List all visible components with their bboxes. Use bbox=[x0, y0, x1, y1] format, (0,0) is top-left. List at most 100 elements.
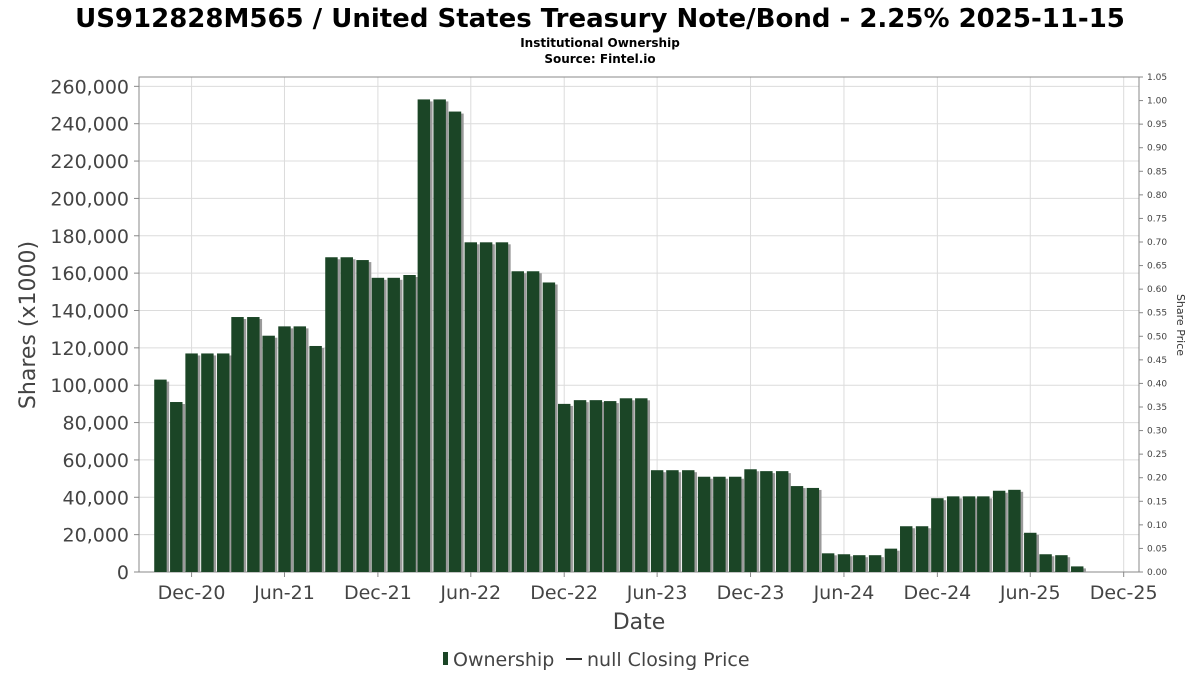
x-tick-label: Dec-22 bbox=[530, 582, 598, 604]
bar bbox=[170, 402, 183, 572]
y-tick-label: 260,000 bbox=[50, 76, 129, 98]
bar bbox=[433, 99, 446, 572]
chart-title: US912828M565 / United States Treasury No… bbox=[75, 4, 1125, 34]
bar bbox=[682, 470, 695, 572]
x-tick-label: Dec-24 bbox=[903, 582, 971, 604]
x-tick-label: Jun-23 bbox=[626, 582, 688, 604]
bar bbox=[697, 476, 711, 572]
legend-label-price: null Closing Price bbox=[587, 649, 750, 671]
y-tick-label: 120,000 bbox=[50, 338, 129, 360]
bar bbox=[542, 282, 556, 572]
bar bbox=[340, 257, 353, 572]
y-tick-label: 80,000 bbox=[63, 413, 129, 435]
bar bbox=[201, 353, 214, 572]
bar bbox=[775, 471, 789, 572]
bar-series-ownership bbox=[154, 99, 1086, 572]
y2-tick-label: 0.25 bbox=[1147, 450, 1167, 460]
bar bbox=[900, 526, 913, 572]
bar bbox=[744, 469, 757, 572]
bar bbox=[278, 326, 291, 572]
legend-label-ownership: Ownership bbox=[453, 649, 554, 671]
y2-tick-label: 0.95 bbox=[1147, 120, 1167, 130]
bar bbox=[325, 257, 338, 572]
y-tick-label: 20,000 bbox=[63, 525, 129, 547]
x-axis-label: Date bbox=[613, 610, 666, 635]
y-axis-right: 0.00 0.05 0.10 0.15 0.20 0.25 0.30 0.35 0.40 0.45… bbox=[1139, 73, 1167, 578]
bar bbox=[806, 487, 820, 572]
y2-tick-label: 0.65 bbox=[1147, 262, 1167, 272]
y2-tick-label: 0.15 bbox=[1147, 497, 1167, 507]
y-tick-label: 140,000 bbox=[50, 300, 129, 322]
y-tick-label: 220,000 bbox=[50, 151, 129, 173]
bar bbox=[666, 470, 679, 572]
bar bbox=[526, 271, 540, 572]
bar bbox=[760, 471, 773, 572]
y-tick-label: 240,000 bbox=[50, 114, 129, 136]
y2-tick-label: 1.05 bbox=[1147, 73, 1167, 83]
chart-subtitle: Institutional Ownership bbox=[520, 36, 680, 50]
y2-tick-label: 0.20 bbox=[1147, 474, 1167, 484]
y-tick-label: 0 bbox=[117, 562, 129, 584]
bar bbox=[635, 398, 648, 572]
bar bbox=[884, 548, 898, 572]
bar bbox=[217, 353, 230, 572]
bar bbox=[185, 353, 198, 572]
bar bbox=[573, 400, 587, 572]
bar bbox=[495, 242, 509, 572]
legend-swatch-ownership bbox=[443, 652, 448, 665]
y2-tick-label: 0.10 bbox=[1147, 521, 1167, 531]
bar bbox=[821, 553, 835, 572]
y2-tick-label: 0.70 bbox=[1147, 238, 1167, 248]
bar bbox=[403, 275, 416, 572]
bar bbox=[371, 277, 385, 572]
bar bbox=[558, 403, 571, 572]
bar bbox=[915, 526, 929, 572]
bar bbox=[790, 486, 804, 572]
bar bbox=[293, 326, 307, 572]
bar bbox=[868, 555, 882, 572]
y2-tick-label: 0.45 bbox=[1147, 356, 1167, 366]
bar bbox=[417, 99, 431, 572]
y-tick-label: 40,000 bbox=[63, 487, 129, 509]
y2-tick-label: 0.75 bbox=[1147, 214, 1167, 224]
bar bbox=[1055, 555, 1068, 572]
bar bbox=[977, 496, 990, 572]
x-tick-label: Dec-25 bbox=[1090, 582, 1158, 604]
y-tick-label: 180,000 bbox=[50, 226, 129, 248]
bar bbox=[262, 335, 275, 572]
legend: Ownership null Closing Price bbox=[443, 649, 750, 671]
x-tick-label: Dec-23 bbox=[717, 582, 785, 604]
y-axis-left: 0 20,000 40,000 60,000 80,000 100,000 120,000 1… bbox=[50, 76, 139, 584]
x-tick-label: Dec-21 bbox=[344, 582, 412, 604]
y-tick-label: 100,000 bbox=[50, 375, 129, 397]
y2-tick-label: 0.05 bbox=[1147, 544, 1167, 554]
bar bbox=[464, 242, 478, 572]
y2-tick-label: 0.50 bbox=[1147, 332, 1167, 342]
y2-tick-label: 0.00 bbox=[1147, 568, 1167, 578]
x-axis: Dec-20 Jun-21 Dec-21 Jun-22 Dec-22 Jun-23 Dec-… bbox=[158, 572, 1158, 604]
bar bbox=[1024, 532, 1037, 572]
y2-axis-label: Share Price bbox=[1174, 294, 1187, 356]
bar bbox=[962, 496, 976, 572]
y2-tick-label: 0.85 bbox=[1147, 167, 1167, 177]
y2-tick-label: 0.90 bbox=[1147, 144, 1167, 154]
y2-tick-label: 0.60 bbox=[1147, 285, 1167, 295]
bar bbox=[619, 398, 633, 572]
bar bbox=[1008, 489, 1021, 572]
y-axis-label: Shares (x1000) bbox=[16, 241, 41, 409]
bar bbox=[231, 317, 244, 572]
x-tick-label: Dec-20 bbox=[158, 582, 226, 604]
bar bbox=[448, 111, 462, 572]
y2-tick-label: 0.80 bbox=[1147, 191, 1167, 201]
bar bbox=[479, 242, 493, 572]
bar bbox=[729, 476, 742, 572]
bar bbox=[603, 401, 617, 572]
bar bbox=[650, 470, 664, 572]
bar bbox=[589, 400, 603, 572]
bar bbox=[356, 260, 369, 572]
bar bbox=[837, 554, 851, 572]
bar bbox=[247, 317, 260, 572]
bar bbox=[511, 271, 524, 572]
bar bbox=[931, 498, 944, 572]
